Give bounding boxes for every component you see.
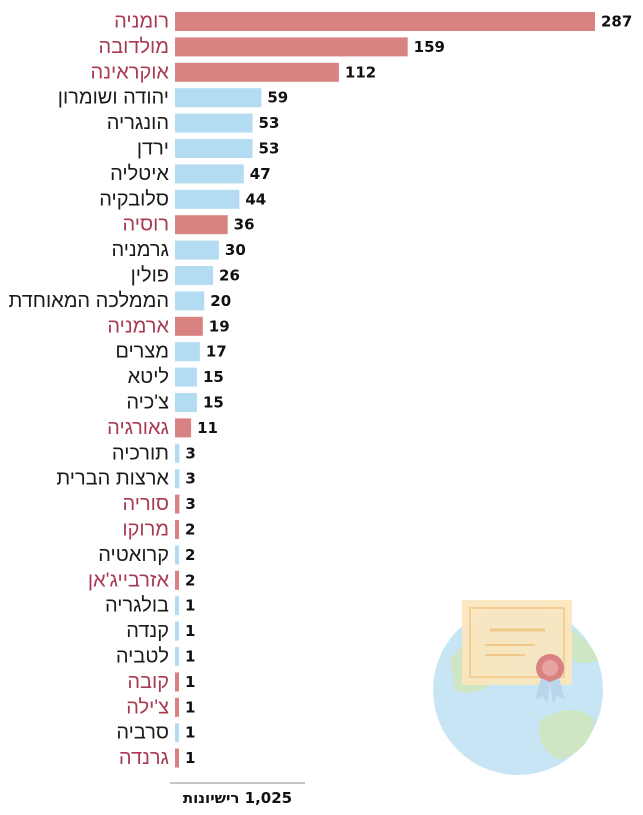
value-label: 1 <box>185 648 195 666</box>
category-label: מצרים <box>115 341 169 363</box>
bar <box>175 62 339 82</box>
globe-certificate-icon <box>433 600 603 775</box>
category-label: ירדן <box>137 138 169 160</box>
category-label: צ'כיה <box>126 392 169 414</box>
bar <box>175 139 253 158</box>
bar <box>175 266 214 285</box>
bar <box>175 672 179 692</box>
bar <box>175 291 205 311</box>
value-label: 26 <box>219 267 240 285</box>
bar <box>175 37 408 57</box>
value-label: 20 <box>210 292 231 310</box>
category-label: סרביה <box>116 722 169 744</box>
value-label: 44 <box>245 190 266 208</box>
bar <box>175 342 200 362</box>
value-label: 1 <box>185 724 195 742</box>
category-label: רוסיה <box>123 214 169 236</box>
value-label: 47 <box>250 165 271 183</box>
bar <box>175 215 228 235</box>
bar <box>175 189 240 209</box>
bar <box>175 164 244 184</box>
value-label: 3 <box>185 470 195 488</box>
value-label: 2 <box>185 521 195 539</box>
bar <box>175 494 180 514</box>
value-label: 11 <box>197 419 218 437</box>
value-label: 1 <box>185 673 195 691</box>
value-label: 53 <box>259 140 280 158</box>
bar <box>175 367 197 387</box>
value-label: 287 <box>601 13 632 31</box>
bar <box>175 443 180 463</box>
bar <box>175 418 192 438</box>
value-label: 3 <box>185 495 195 513</box>
value-label: 2 <box>185 571 195 589</box>
bar <box>175 596 179 616</box>
category-label: תורכיה <box>112 442 169 464</box>
bar <box>175 12 595 31</box>
category-label: סוריה <box>123 493 169 515</box>
category-label: ארמניה <box>107 315 169 337</box>
category-label: אוקראינה <box>91 61 170 83</box>
category-label: הממלכה המאוחדת <box>8 290 169 312</box>
bar <box>175 316 203 336</box>
category-label: ליטא <box>128 366 169 388</box>
total-label: 1,025 רישיונות <box>182 789 293 807</box>
bar <box>175 469 180 489</box>
value-label: 36 <box>234 216 255 234</box>
value-label: 159 <box>414 38 445 56</box>
category-label: גרמניה <box>111 239 169 261</box>
category-label: מולדובה <box>99 36 169 58</box>
category-label: איטליה <box>110 163 169 185</box>
category-label: קרואטיה <box>98 544 169 566</box>
category-label: פולין <box>131 265 169 287</box>
value-label: 1 <box>185 622 195 640</box>
value-label: 112 <box>345 63 376 81</box>
category-label: גרנדה <box>119 747 169 769</box>
value-label: 2 <box>185 546 195 564</box>
bar <box>175 545 179 565</box>
category-label: סלובקיה <box>99 188 169 210</box>
category-label: גאורגיה <box>107 417 169 439</box>
bar <box>175 88 262 108</box>
category-label: ארצות הברית <box>56 468 169 490</box>
bar <box>175 240 219 260</box>
bar <box>175 697 179 717</box>
value-label: 19 <box>209 317 230 335</box>
category-label: הונגריה <box>107 112 169 134</box>
value-label: 1 <box>185 597 195 615</box>
bar <box>175 520 179 539</box>
value-label: 3 <box>185 444 195 462</box>
value-label: 17 <box>206 343 227 361</box>
value-label: 15 <box>203 394 224 412</box>
bar <box>175 647 179 666</box>
category-label: מרוקו <box>122 519 169 541</box>
value-label: 30 <box>225 241 246 259</box>
bar <box>175 723 179 743</box>
category-label: קנדה <box>126 620 169 642</box>
category-label: רומניה <box>114 11 169 33</box>
category-label: קובה <box>127 671 169 693</box>
category-label: יהודה ושומרון <box>58 87 169 109</box>
bar <box>175 621 179 641</box>
value-label: 15 <box>203 368 224 386</box>
bar <box>175 570 179 590</box>
category-label: בולגריה <box>105 595 169 617</box>
bar <box>175 113 253 133</box>
bar <box>175 748 179 768</box>
category-label: אזרבייג'אן <box>88 569 170 591</box>
value-label: 1 <box>185 698 195 716</box>
value-label: 1 <box>185 749 195 767</box>
value-label: 59 <box>267 89 288 107</box>
category-label: צ'ילה <box>126 696 169 718</box>
value-label: 53 <box>259 114 280 132</box>
category-label: לטביה <box>116 646 169 668</box>
bar <box>175 393 197 412</box>
